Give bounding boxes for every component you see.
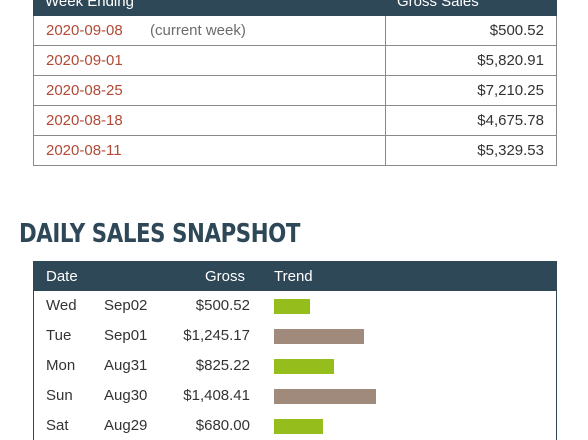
column-divider [385, 106, 386, 135]
day-gross-value: $500.52 [195, 297, 250, 314]
table-row: Sat Aug29 $680.00 [34, 411, 556, 440]
week-date-link[interactable]: 2020-08-11 [46, 142, 122, 159]
week-date-link[interactable]: 2020-09-01 [46, 52, 123, 69]
day-of-week: Mon [46, 357, 76, 374]
day-gross-value: $1,408.41 [183, 387, 250, 404]
day-date: Aug30 [104, 387, 148, 404]
day-of-week: Tue [46, 327, 72, 344]
trend-bar [274, 389, 376, 404]
week-gross-value: $5,820.91 [477, 52, 544, 69]
column-divider [385, 76, 386, 105]
week-gross-value: $5,329.53 [477, 142, 544, 159]
column-divider [385, 16, 386, 45]
trend-bar [274, 419, 323, 434]
table-row: Mon Aug31 $825.22 [34, 351, 556, 381]
week-gross-value: $4,675.78 [477, 112, 544, 129]
column-divider [385, 46, 386, 75]
day-date: Sep01 [104, 327, 148, 344]
header-gross: Gross [205, 268, 246, 285]
table-row: 2020-09-08 (current week) $500.52 [33, 16, 557, 46]
day-gross-value: $825.22 [195, 357, 250, 374]
trend-bar [274, 299, 310, 314]
table-row: Wed Sep02 $500.52 [34, 291, 556, 321]
day-date: Aug31 [104, 357, 148, 374]
day-date: Aug29 [104, 417, 148, 434]
day-of-week: Wed [46, 297, 77, 314]
column-divider [385, 136, 386, 165]
table-row: 2020-08-25 $7,210.25 [33, 76, 557, 106]
header-trend: Trend [274, 268, 313, 285]
day-of-week: Sun [46, 387, 73, 404]
day-date: Sep02 [104, 297, 148, 314]
week-gross-value: $7,210.25 [477, 82, 544, 99]
header-week-ending: Week Ending [45, 0, 134, 10]
table-row: 2020-08-18 $4,675.78 [33, 106, 557, 136]
day-of-week: Sat [46, 417, 69, 434]
day-gross-value: $1,245.17 [183, 327, 250, 344]
table-row: 2020-09-01 $5,820.91 [33, 46, 557, 76]
table-row: Tue Sep01 $1,245.17 [34, 321, 556, 351]
week-date-link[interactable]: 2020-08-25 [46, 82, 123, 99]
header-date: Date [46, 268, 78, 285]
daily-sales-table: Date Gross Trend Wed Sep02 $500.52 Tue S… [33, 261, 557, 440]
week-date-link[interactable]: 2020-09-08 [46, 22, 123, 39]
trend-bar [274, 329, 364, 344]
weekly-table-header: Week Ending Gross Sales [33, 0, 557, 16]
daily-table-header: Date Gross Trend [34, 262, 556, 291]
week-gross-value: $500.52 [489, 22, 544, 39]
week-date-link[interactable]: 2020-08-18 [46, 112, 123, 129]
section-title-daily-sales: DAILY SALES SNAPSHOT [19, 219, 301, 249]
table-row: Sun Aug30 $1,408.41 [34, 381, 556, 411]
trend-bar [274, 359, 334, 374]
weekly-sales-table: Week Ending Gross Sales 2020-09-08 (curr… [33, 0, 557, 166]
day-gross-value: $680.00 [195, 417, 250, 434]
current-week-note: (current week) [150, 22, 246, 39]
table-row: 2020-08-11 $5,329.53 [33, 136, 557, 166]
header-gross-sales: Gross Sales [397, 0, 479, 10]
